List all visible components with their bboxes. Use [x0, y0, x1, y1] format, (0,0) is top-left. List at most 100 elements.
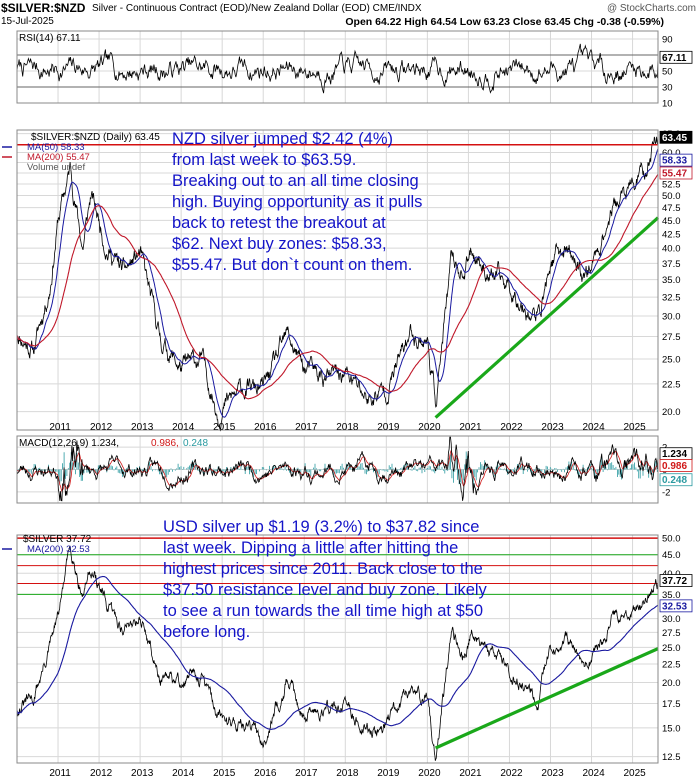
usd-xtick-2016: 2016 [254, 768, 277, 779]
watermark: @ StockCharts.com [606, 3, 696, 14]
nzd-xtick-2018: 2018 [336, 422, 359, 433]
nzd-ytick-47.5: 47.5 [662, 203, 681, 214]
nzd-note-line-3: Breaking out to an all time closing [172, 172, 419, 190]
usd-xtick-2022: 2022 [500, 768, 523, 779]
macd-legend-signal: 0.986, [151, 438, 179, 449]
nzd-xtick-2015: 2015 [213, 422, 236, 433]
usd-xtick-2017: 2017 [295, 768, 318, 779]
usd-price-line [16, 545, 659, 761]
usd-xtick-2019: 2019 [377, 768, 400, 779]
nzd-ytick-52.5: 52.5 [662, 179, 681, 190]
nzd-ytick-60.0: 60.0 [662, 148, 681, 159]
rsi-last-value-box [659, 50, 693, 64]
rsi-ytick-10: 10 [662, 99, 673, 110]
usd-ytick-25.0: 25.0 [662, 643, 681, 654]
nzd-ytick-45.0: 45.0 [662, 216, 681, 227]
usd-xtick-2020: 2020 [418, 768, 441, 779]
usd-xtick-2025: 2025 [623, 768, 646, 779]
nzd-xtick-2025: 2025 [623, 422, 646, 433]
rsi-ytick-30: 30 [662, 83, 673, 94]
nzd-xtick-2022: 2022 [500, 422, 523, 433]
macd-last-hist: 0.248 [662, 475, 687, 486]
nzd-ytick-37.5: 37.5 [662, 259, 681, 270]
nzd-frame [16, 129, 659, 431]
usd-legend-main: $SILVER 37.72 [23, 534, 92, 545]
usd-frame [16, 534, 659, 764]
nzd-note-line-5: back to retest the breakout at [172, 214, 386, 232]
macd-signal-line [16, 449, 659, 493]
nzd-last-price-box [659, 130, 693, 144]
usd-xtick-2018: 2018 [336, 768, 359, 779]
nzd-xtick-2013: 2013 [131, 422, 154, 433]
nzd-ytick-25.0: 25.0 [662, 354, 681, 365]
rsi-legend: RSI(14) 67.11 [19, 33, 81, 44]
usd-xtick-2021: 2021 [459, 768, 482, 779]
usd-ytick-27.5: 27.5 [662, 628, 681, 639]
usd-ytick-20.0: 20.0 [662, 678, 681, 689]
usd-last-price-box [659, 574, 693, 587]
ohlc-readout: Open 64.22 High 64.54 Low 63.23 Close 63… [345, 16, 664, 28]
usd-xtick-2024: 2024 [582, 768, 605, 779]
rsi-ytick-50: 50 [662, 67, 673, 78]
nzd-xtick-2020: 2020 [418, 422, 441, 433]
usd-ma200-line [16, 575, 659, 730]
usd-price-panel: 50.045.040.035.030.027.525.022.520.017.5… [2, 534, 693, 779]
nzd-note-line-7: $55.47. But don`t count on them. [172, 256, 413, 274]
usd-trendline [434, 647, 659, 750]
usd-note-line-6: before long. [163, 623, 251, 641]
usd-ytick-50.0: 50.0 [662, 534, 681, 545]
usd-last-ma200-box [659, 599, 693, 613]
usd-note-line-5: to see a run towards the all time high a… [163, 602, 484, 620]
nzd-price-line [16, 136, 659, 432]
nzd-ytick-42.5: 42.5 [662, 229, 681, 240]
nzd-xtick-2011: 2011 [49, 422, 71, 433]
usd-ytick-12.5: 12.5 [662, 752, 681, 763]
nzd-last-ma50: 58.33 [662, 156, 687, 167]
usd-ytick-17.5: 17.5 [662, 699, 681, 710]
nzd-xtick-2016: 2016 [254, 422, 277, 433]
nzd-ytick-22.5: 22.5 [662, 379, 681, 390]
nzd-legend-ma200: MA(200) 55.47 [27, 152, 90, 163]
nzd-xtick-2019: 2019 [377, 422, 400, 433]
usd-xtick-2012: 2012 [90, 768, 113, 779]
usd-xtick-2013: 2013 [131, 768, 154, 779]
rsi-frame [16, 30, 659, 104]
rsi-ytick-90: 90 [662, 35, 673, 46]
nzd-ytick-32.5: 32.5 [662, 293, 681, 304]
nzd-note-line-4: high. Buying opportunity as it pulls [172, 193, 423, 211]
macd-last-signal-box [659, 459, 693, 472]
usd-last-ma200: 32.53 [662, 601, 687, 612]
macd-ytick--2: -2 [662, 487, 670, 498]
usd-last-price: 37.72 [662, 576, 687, 587]
usd-xtick-2014: 2014 [172, 768, 195, 779]
usd-ytick-45.0: 45.0 [662, 550, 681, 561]
nzd-price-panel: 65.060.057.555.052.550.047.545.042.540.0… [2, 129, 693, 433]
nzd-legend-ma50: MA(50) 58.33 [27, 142, 85, 153]
nzd-last-ma50-box [659, 153, 693, 167]
rsi-line [16, 43, 659, 94]
rsi-last-value: 67.11 [662, 53, 687, 64]
nzd-ytick-20.0: 20.0 [662, 407, 681, 418]
usd-note-line-2: last week. Dipping a little after hittin… [163, 539, 459, 557]
nzd-trendline [434, 216, 660, 419]
usd-ytick-30.0: 30.0 [662, 614, 681, 625]
nzd-legend-volume: Volume undef [27, 162, 85, 173]
usd-note-line-3: highest prices since 2011. Back close to… [163, 560, 483, 578]
nzd-last-price: 63.45 [662, 133, 687, 144]
nzd-xtick-2017: 2017 [295, 422, 318, 433]
nzd-xtick-2014: 2014 [172, 422, 195, 433]
macd-last-signal: 0.986 [662, 461, 687, 472]
nzd-ytick-50.0: 50.0 [662, 191, 681, 202]
chart-header: $SILVER:$NZD Silver - Continuous Contrac… [0, 1, 700, 29]
usd-xtick-2015: 2015 [213, 768, 236, 779]
rsi-bg [17, 31, 658, 103]
nzd-xtick-2021: 2021 [459, 422, 482, 433]
usd-annotation: USD silver up $1.19 (3.2%) to $37.82 sin… [163, 517, 487, 643]
usd-legend-ma200: MA(200) 32.53 [27, 544, 90, 555]
nzd-note-line-2: from last week to $63.59. [172, 151, 357, 169]
chart-date: 15-Jul-2025 [1, 16, 54, 27]
usd-ytick-35.0: 35.0 [662, 590, 681, 601]
nzd-note-line-1: NZD silver jumped $2.42 (4%) [172, 130, 393, 148]
